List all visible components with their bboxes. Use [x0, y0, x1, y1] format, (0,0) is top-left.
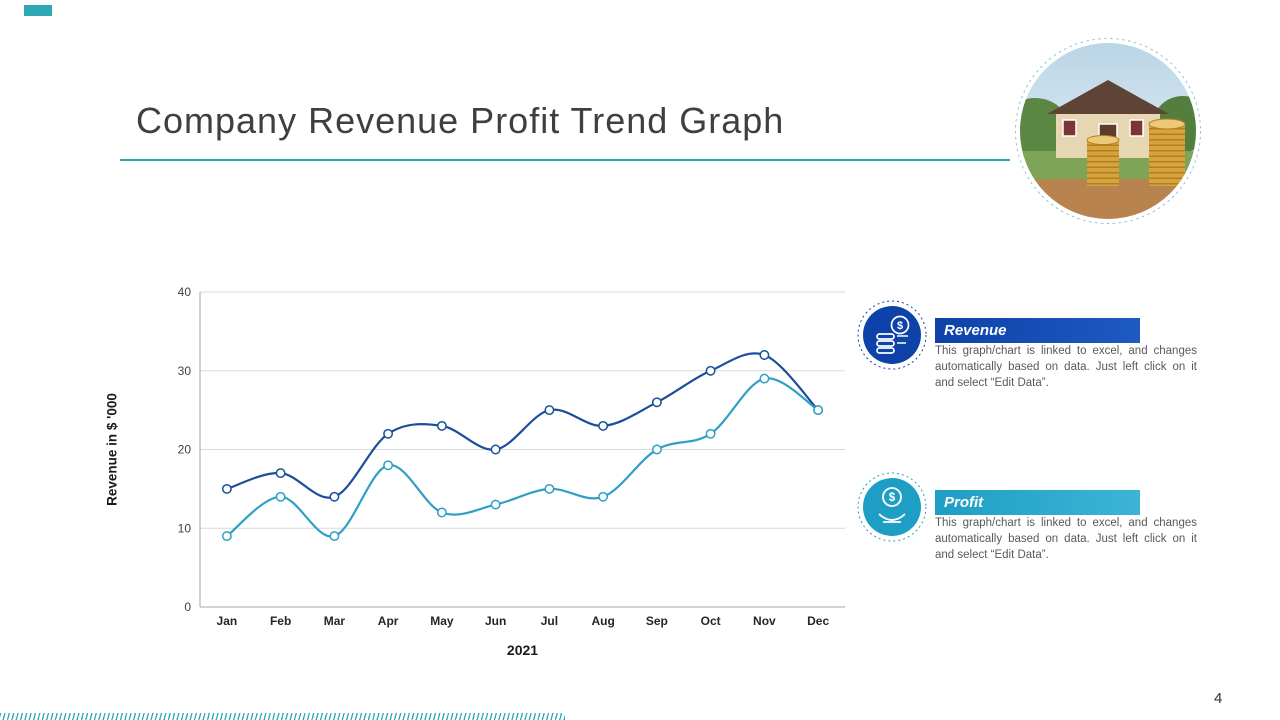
revenue-data-point	[598, 420, 609, 431]
corner-accent-decoration	[24, 5, 52, 16]
profit-data-point	[436, 507, 447, 518]
y-axis-title: Revenue in $ '000	[104, 393, 120, 506]
revenue-data-point	[759, 350, 770, 360]
profit-icon: $	[855, 470, 929, 544]
revenue-data-point	[329, 491, 340, 502]
profit-data-point	[383, 460, 394, 471]
footer-stripes-decoration	[0, 713, 565, 720]
revenue-description: This graph/chart is linked to excel, and…	[935, 345, 1197, 389]
y-tick-label: 30	[178, 364, 192, 378]
y-tick-label: 40	[178, 285, 192, 299]
revenue-data-point	[436, 420, 447, 431]
x-tick-label: Aug	[591, 614, 614, 628]
x-tick-label: Nov	[753, 614, 776, 628]
revenue-data-point	[383, 428, 394, 439]
revenue-data-point	[544, 405, 555, 416]
revenue-data-point	[221, 483, 232, 494]
legend-revenue: $ Revenue This graph/chart is linked to …	[855, 296, 1200, 426]
x-tick-label: Dec	[807, 614, 829, 628]
house-coins-image	[1013, 36, 1203, 226]
legend-profit: $ Profit This graph/chart is linked to e…	[855, 468, 1200, 598]
x-tick-label: Mar	[324, 614, 346, 628]
title-underline	[120, 159, 1010, 161]
x-tick-label: May	[430, 614, 454, 628]
svg-text:$: $	[897, 320, 903, 332]
revenue-data-point	[651, 397, 662, 408]
profit-data-point	[544, 483, 555, 494]
profit-data-point	[329, 531, 340, 542]
profit-description: This graph/chart is linked to excel, and…	[935, 517, 1197, 561]
x-tick-label: Oct	[701, 614, 721, 628]
profit-data-point	[651, 444, 662, 455]
x-tick-label: Jul	[541, 614, 558, 628]
profit-header: Profit	[935, 490, 1140, 515]
revenue-line	[226, 352, 819, 499]
profit-data-point	[221, 531, 232, 542]
profit-data-point	[813, 405, 824, 416]
x-tick-label: Jan	[217, 614, 238, 628]
svg-text:$: $	[889, 492, 896, 504]
x-tick-label: Sep	[646, 614, 668, 628]
profit-data-point	[759, 373, 770, 384]
revenue-icon: $	[855, 298, 929, 372]
money-stack-icon	[876, 315, 910, 354]
coin-stack-icon	[1086, 135, 1120, 186]
profit-data-point	[275, 491, 286, 502]
coin-stack-icon	[1148, 118, 1186, 186]
x-axis-title: 2021	[507, 642, 538, 658]
page-number: 4	[1214, 690, 1223, 707]
y-tick-label: 0	[184, 600, 191, 614]
x-tick-label: Jun	[485, 614, 506, 628]
page-title: Company Revenue Profit Trend Graph	[136, 100, 785, 141]
revenue-data-point	[490, 444, 501, 455]
profit-line	[226, 377, 819, 538]
y-tick-label: 10	[178, 521, 192, 535]
revenue-header: Revenue	[935, 318, 1140, 343]
hand-dollar-icon	[878, 487, 906, 523]
profit-data-point	[490, 499, 501, 510]
y-tick-label: 20	[178, 443, 192, 457]
profit-data-point	[705, 428, 716, 439]
x-tick-label: Feb	[270, 614, 291, 628]
revenue-data-point	[705, 365, 716, 376]
line-chart[interactable]: 0 10 20 30 40 Jan Feb Mar Apr May Jun Jul Aug Sep Oct N…	[155, 278, 855, 668]
x-tick-label: Apr	[378, 614, 399, 628]
profit-data-point	[598, 491, 609, 502]
revenue-data-point	[275, 468, 286, 479]
